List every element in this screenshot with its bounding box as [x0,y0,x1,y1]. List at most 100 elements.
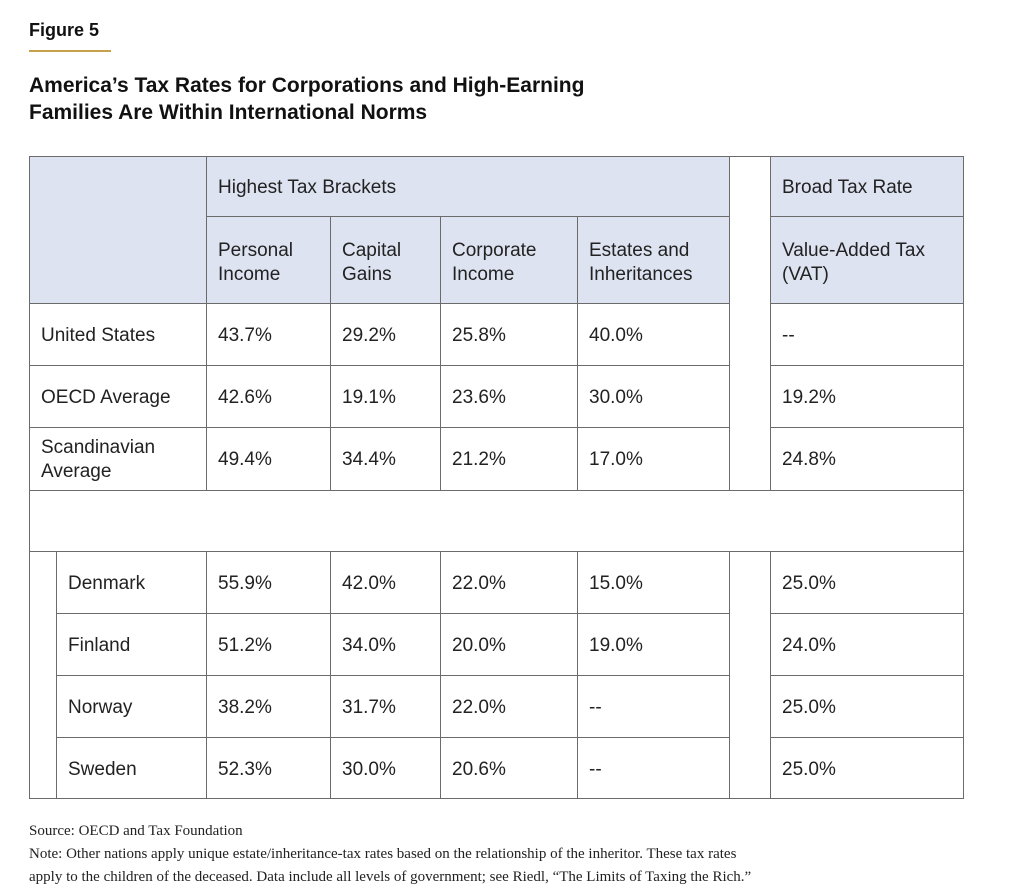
capital-h2: Gains [342,264,392,285]
spacer-column-lower [729,551,771,799]
row-name: Finland [68,635,131,656]
title-line-1: America’s Tax Rates for Corporations and… [29,74,585,97]
table-cell: 49.4% [206,427,331,491]
cell-value: 25.0% [782,573,836,594]
table-cell: 17.0% [577,427,730,491]
note-line-1: Note: Other nations apply unique estate/… [29,846,737,862]
table-cell: 19.2% [770,365,964,428]
row-name-line-2: Average [41,461,112,482]
table-cell: 22.0% [440,551,578,614]
table-cell: 19.0% [577,613,730,676]
source-line: Source: OECD and Tax Foundation [29,823,243,839]
table-cell: 25.0% [770,551,964,614]
table-cell: 15.0% [577,551,730,614]
figure-label: Figure 5 [29,20,100,40]
cell-value: 23.6% [452,387,506,408]
table-cell: 20.6% [440,737,578,799]
group-broad-label: Broad Tax Rate [782,177,913,198]
cell-value: -- [589,759,602,780]
table-row-label: Scandinavian Average [29,427,207,491]
cell-value: 22.0% [452,697,506,718]
col-header-capital-gains: Capital Gains [330,216,441,304]
cell-value: 24.8% [782,449,836,470]
cell-value: 49.4% [218,449,272,470]
table-cell: 52.3% [206,737,331,799]
table-cell: 23.6% [440,365,578,428]
table-cell: 38.2% [206,675,331,738]
row-name: Sweden [68,759,137,780]
cell-value: 51.2% [218,635,272,656]
row-name: Denmark [68,573,146,594]
cell-value: 19.0% [589,635,643,656]
figure-label-underline [29,50,111,52]
cell-value: 19.1% [342,387,396,408]
table-cell: -- [770,303,964,366]
personal-h2: Income [218,264,281,285]
table-cell: 20.0% [440,613,578,676]
cell-value: 42.0% [342,573,396,594]
table-cell: 42.6% [206,365,331,428]
cell-value: 31.7% [342,697,396,718]
table-cell: 55.9% [206,551,331,614]
table-cell: 51.2% [206,613,331,676]
row-name: OECD Average [41,387,171,408]
cell-value: 22.0% [452,573,506,594]
vat-h2: (VAT) [782,264,829,285]
table-cell: 24.8% [770,427,964,491]
capital-h1: Capital [342,240,402,261]
indent-column [29,551,57,799]
table-cell: 42.0% [330,551,441,614]
vat-h1: Value-Added Tax [782,240,925,261]
note-line-2: apply to the children of the deceased. D… [29,869,752,885]
cell-value: 19.2% [782,387,836,408]
table-cell: 30.0% [330,737,441,799]
table-row-label: Norway [56,675,207,738]
table-row-label: Sweden [56,737,207,799]
table-cell: -- [577,737,730,799]
table-cell: -- [577,675,730,738]
table-cell: 25.8% [440,303,578,366]
table-cell: 31.7% [330,675,441,738]
cell-value: 30.0% [342,759,396,780]
cell-value: 21.2% [452,449,506,470]
table-separator-row [29,490,964,552]
header-corner-cell [29,156,207,304]
cell-value: 20.6% [452,759,506,780]
header-spacer-column [729,156,771,491]
figure-notes: Source: OECD and Tax Foundation Note: Ot… [29,820,989,889]
cell-value: 42.6% [218,387,272,408]
cell-value: 38.2% [218,697,272,718]
table-cell: 40.0% [577,303,730,366]
cell-value: 43.7% [218,325,272,346]
table-cell: 25.0% [770,737,964,799]
col-header-vat: Value-Added Tax (VAT) [770,216,964,304]
cell-value: 34.4% [342,449,396,470]
header-group-broad-rate: Broad Tax Rate [770,156,964,217]
cell-value: 34.0% [342,635,396,656]
figure-title: America’s Tax Rates for Corporations and… [29,72,729,126]
cell-value: 30.0% [589,387,643,408]
table-cell: 25.0% [770,675,964,738]
table-cell: 34.0% [330,613,441,676]
cell-value: 25.0% [782,759,836,780]
cell-value: -- [782,325,795,346]
table-cell: 30.0% [577,365,730,428]
col-header-corporate-income: Corporate Income [440,216,578,304]
cell-value: 52.3% [218,759,272,780]
table-row-label: United States [29,303,207,366]
estates-h2: Inheritances [589,264,693,285]
table-cell: 24.0% [770,613,964,676]
cell-value: -- [589,697,602,718]
row-name: United States [41,325,156,346]
table-row-label: Denmark [56,551,207,614]
cell-value: 25.0% [782,697,836,718]
cell-value: 17.0% [589,449,643,470]
col-header-estates-inheritances: Estates and Inheritances [577,216,730,304]
title-line-2: Families Are Within International Norms [29,101,428,124]
cell-value: 20.0% [452,635,506,656]
estates-h1: Estates and [589,240,690,261]
table-cell: 19.1% [330,365,441,428]
table-cell: 43.7% [206,303,331,366]
row-name-line-1: Scandinavian [41,437,156,458]
